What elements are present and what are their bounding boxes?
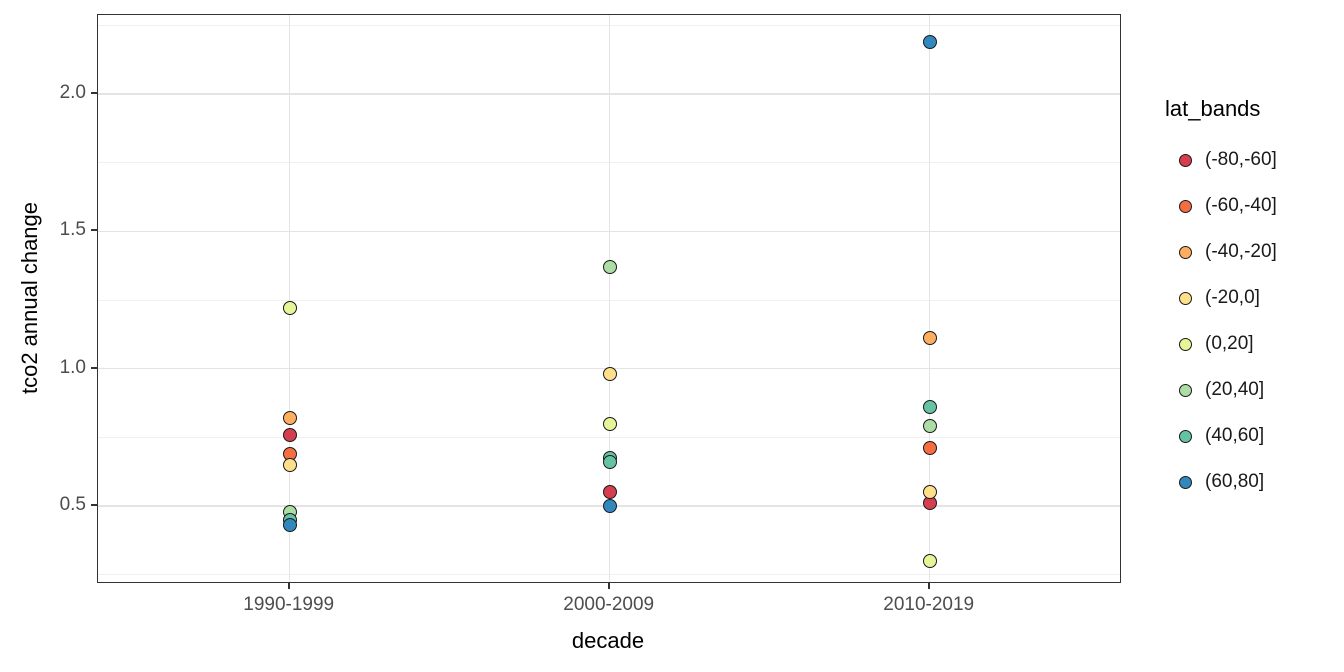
- data-point: [602, 499, 617, 514]
- x-axis-tick: [287, 583, 290, 589]
- legend-title: lat_bands: [1165, 96, 1261, 121]
- legend-key-dot: [1179, 199, 1192, 213]
- legend-key-dot: [1179, 337, 1192, 351]
- data-point: [922, 331, 937, 346]
- data-point: [922, 400, 937, 415]
- data-point: [602, 416, 617, 431]
- legend-entry-label: (-80,-60]: [1205, 149, 1277, 170]
- y-axis-tick: [91, 91, 97, 94]
- data-point: [282, 411, 297, 426]
- y-axis-tick-label: 0.5: [59, 494, 86, 516]
- data-point: [922, 419, 937, 434]
- legend-entry-label: (20,40]: [1205, 379, 1265, 400]
- legend-key-dot: [1179, 245, 1192, 259]
- gridline-major-vertical: [928, 15, 931, 582]
- data-point: [602, 260, 617, 274]
- data-point: [922, 441, 937, 456]
- legend-entry-label: (-60,-40]: [1205, 195, 1277, 216]
- legend-key-dot: [1179, 153, 1192, 167]
- legend-entry-label: (60,80]: [1205, 471, 1265, 492]
- x-axis-tick: [607, 583, 610, 589]
- legend: lat_bands (-80,-60] (-60,-40] (-40,-20] (-2…: [1157, 96, 1277, 492]
- legend-entry: (-80,-60]: [1179, 149, 1277, 171]
- data-point: [282, 427, 297, 442]
- legend-entry: (-60,-40]: [1179, 195, 1277, 217]
- legend-entry: (0,20]: [1179, 333, 1254, 355]
- y-axis-tick: [91, 366, 97, 369]
- data-point: [282, 457, 297, 472]
- y-axis-tick-label: 1.0: [59, 356, 86, 378]
- legend-entry: (40,60]: [1179, 425, 1264, 447]
- legend-key-dot: [1179, 291, 1192, 305]
- data-point: [602, 455, 617, 470]
- y-axis-title: tco2 annual change: [17, 201, 42, 395]
- data-point: [922, 554, 937, 569]
- legend-key-dot: [1179, 383, 1192, 397]
- legend-entry: (-40,-20]: [1179, 241, 1277, 263]
- x-axis-tick-label: 1990-1999: [243, 594, 335, 615]
- legend-entry: (20,40]: [1179, 379, 1264, 401]
- legend-entry-label: (-40,-20]: [1205, 241, 1277, 262]
- gridline-major-vertical: [608, 15, 611, 582]
- data-point: [602, 485, 617, 500]
- data-point: [282, 301, 297, 316]
- legend-entry-label: (0,20]: [1205, 333, 1254, 354]
- y-axis-tick-label: 2.0: [59, 81, 86, 103]
- legend-key-dot: [1179, 475, 1192, 489]
- legend-entry: (-20,0]: [1179, 287, 1260, 309]
- x-axis-tick-label: 2000-2009: [563, 594, 655, 615]
- data-point: [602, 367, 617, 382]
- plot-panel: [97, 14, 1121, 583]
- y-axis-tick: [91, 504, 97, 507]
- legend-entry: (60,80]: [1179, 471, 1264, 493]
- data-point: [922, 485, 937, 500]
- legend-entry-label: (40,60]: [1205, 425, 1265, 446]
- y-axis-tick: [91, 229, 97, 232]
- x-axis-tick-label: 2010-2019: [883, 594, 975, 615]
- x-axis-title: decade: [571, 628, 645, 653]
- gridline-major-vertical: [288, 15, 291, 582]
- x-axis-tick: [927, 583, 930, 589]
- legend-key-dot: [1179, 429, 1192, 443]
- y-axis-tick-label: 1.5: [59, 219, 86, 241]
- legend-entry-label: (-20,0]: [1205, 287, 1260, 308]
- data-point: [922, 34, 937, 49]
- data-point: [282, 518, 297, 533]
